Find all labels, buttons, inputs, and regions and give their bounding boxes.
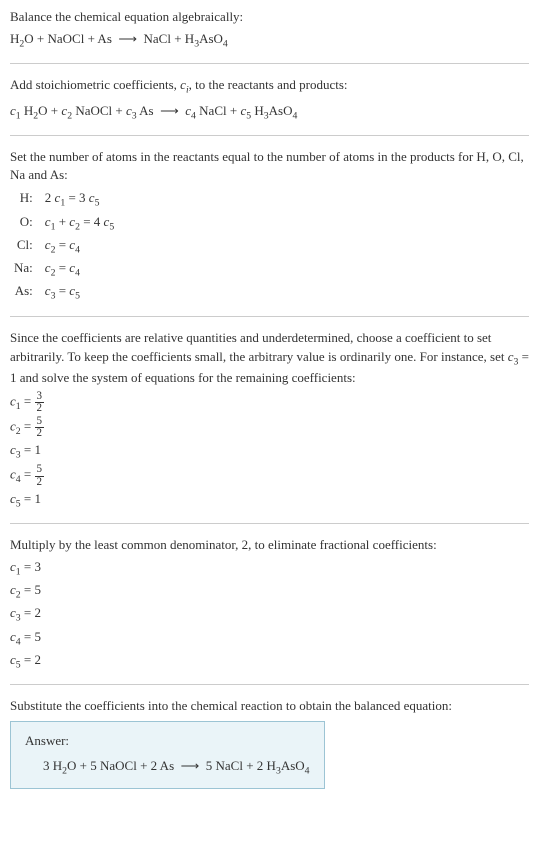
- divider-5: [10, 684, 529, 685]
- section-balance-title: Balance the chemical equation algebraica…: [10, 8, 529, 51]
- element-equation: c2 = c4: [41, 235, 118, 258]
- original-equation: H2O + NaOCl + As ⟶ NaCl + H3AsO4: [10, 30, 529, 51]
- divider-2: [10, 135, 529, 136]
- coeff-item: c1 = 3: [10, 558, 529, 579]
- element-label: H:: [10, 188, 41, 211]
- substitute-title: Substitute the coefficients into the che…: [10, 697, 529, 715]
- atoms-title: Set the number of atoms in the reactants…: [10, 148, 529, 184]
- coeff-item: c1 = 32: [10, 391, 529, 414]
- coeff-item: c2 = 5: [10, 581, 529, 602]
- divider-1: [10, 63, 529, 64]
- answer-box: Answer: 3 H2O + 5 NaOCl + 2 As ⟶ 5 NaCl …: [10, 721, 325, 788]
- table-row: As:c3 = c5: [10, 281, 118, 304]
- section-answer: Substitute the coefficients into the che…: [10, 697, 529, 789]
- table-row: Cl:c2 = c4: [10, 235, 118, 258]
- element-label: Cl:: [10, 235, 41, 258]
- coeff-item: c3 = 1: [10, 441, 529, 462]
- multiply-title: Multiply by the least common denominator…: [10, 536, 529, 554]
- balance-title: Balance the chemical equation algebraica…: [10, 8, 529, 26]
- element-equation: c1 + c2 = 4 c5: [41, 212, 118, 235]
- int-coeff-list: c1 = 3c2 = 5c3 = 2 c4 = 5c5 = 2: [10, 558, 529, 672]
- table-row: H:2 c1 = 3 c5: [10, 188, 118, 211]
- element-equation: c2 = c4: [41, 258, 118, 281]
- coeff-item: c3 = 2: [10, 604, 529, 625]
- table-row: O:c1 + c2 = 4 c5: [10, 212, 118, 235]
- coeff-item: c5 = 1: [10, 490, 529, 511]
- answer-equation: 3 H2O + 5 NaOCl + 2 As ⟶ 5 NaCl + 2 H3As…: [25, 757, 310, 778]
- stoich-equation: c1 H2O + c2 NaOCl + c3 As ⟶ c4 NaCl + c5…: [10, 102, 529, 123]
- element-equation: 2 c1 = 3 c5: [41, 188, 118, 211]
- element-equation: c3 = c5: [41, 281, 118, 304]
- atoms-table: H:2 c1 = 3 c5O:c1 + c2 = 4 c5Cl:c2 = c4N…: [10, 188, 118, 304]
- coeff-item: c4 = 5: [10, 628, 529, 649]
- solve-title: Since the coefficients are relative quan…: [10, 329, 529, 387]
- element-label: As:: [10, 281, 41, 304]
- table-row: Na:c2 = c4: [10, 258, 118, 281]
- coeff-item: c2 = 52: [10, 416, 529, 439]
- section-atoms: Set the number of atoms in the reactants…: [10, 148, 529, 305]
- answer-label: Answer:: [25, 732, 310, 750]
- stoich-title: Add stoichiometric coefficients, ci, to …: [10, 76, 529, 97]
- element-label: O:: [10, 212, 41, 235]
- coeff-item: c4 = 52: [10, 464, 529, 487]
- section-solve: Since the coefficients are relative quan…: [10, 329, 529, 510]
- atoms-table-body: H:2 c1 = 3 c5O:c1 + c2 = 4 c5Cl:c2 = c4N…: [10, 188, 118, 304]
- section-multiply: Multiply by the least common denominator…: [10, 536, 529, 672]
- divider-3: [10, 316, 529, 317]
- frac-coeff-list: c1 = 32c2 = 52c3 = 1c4 = 52 c5 = 1: [10, 391, 529, 511]
- divider-4: [10, 523, 529, 524]
- element-label: Na:: [10, 258, 41, 281]
- section-stoich: Add stoichiometric coefficients, ci, to …: [10, 76, 529, 122]
- coeff-item: c5 = 2: [10, 651, 529, 672]
